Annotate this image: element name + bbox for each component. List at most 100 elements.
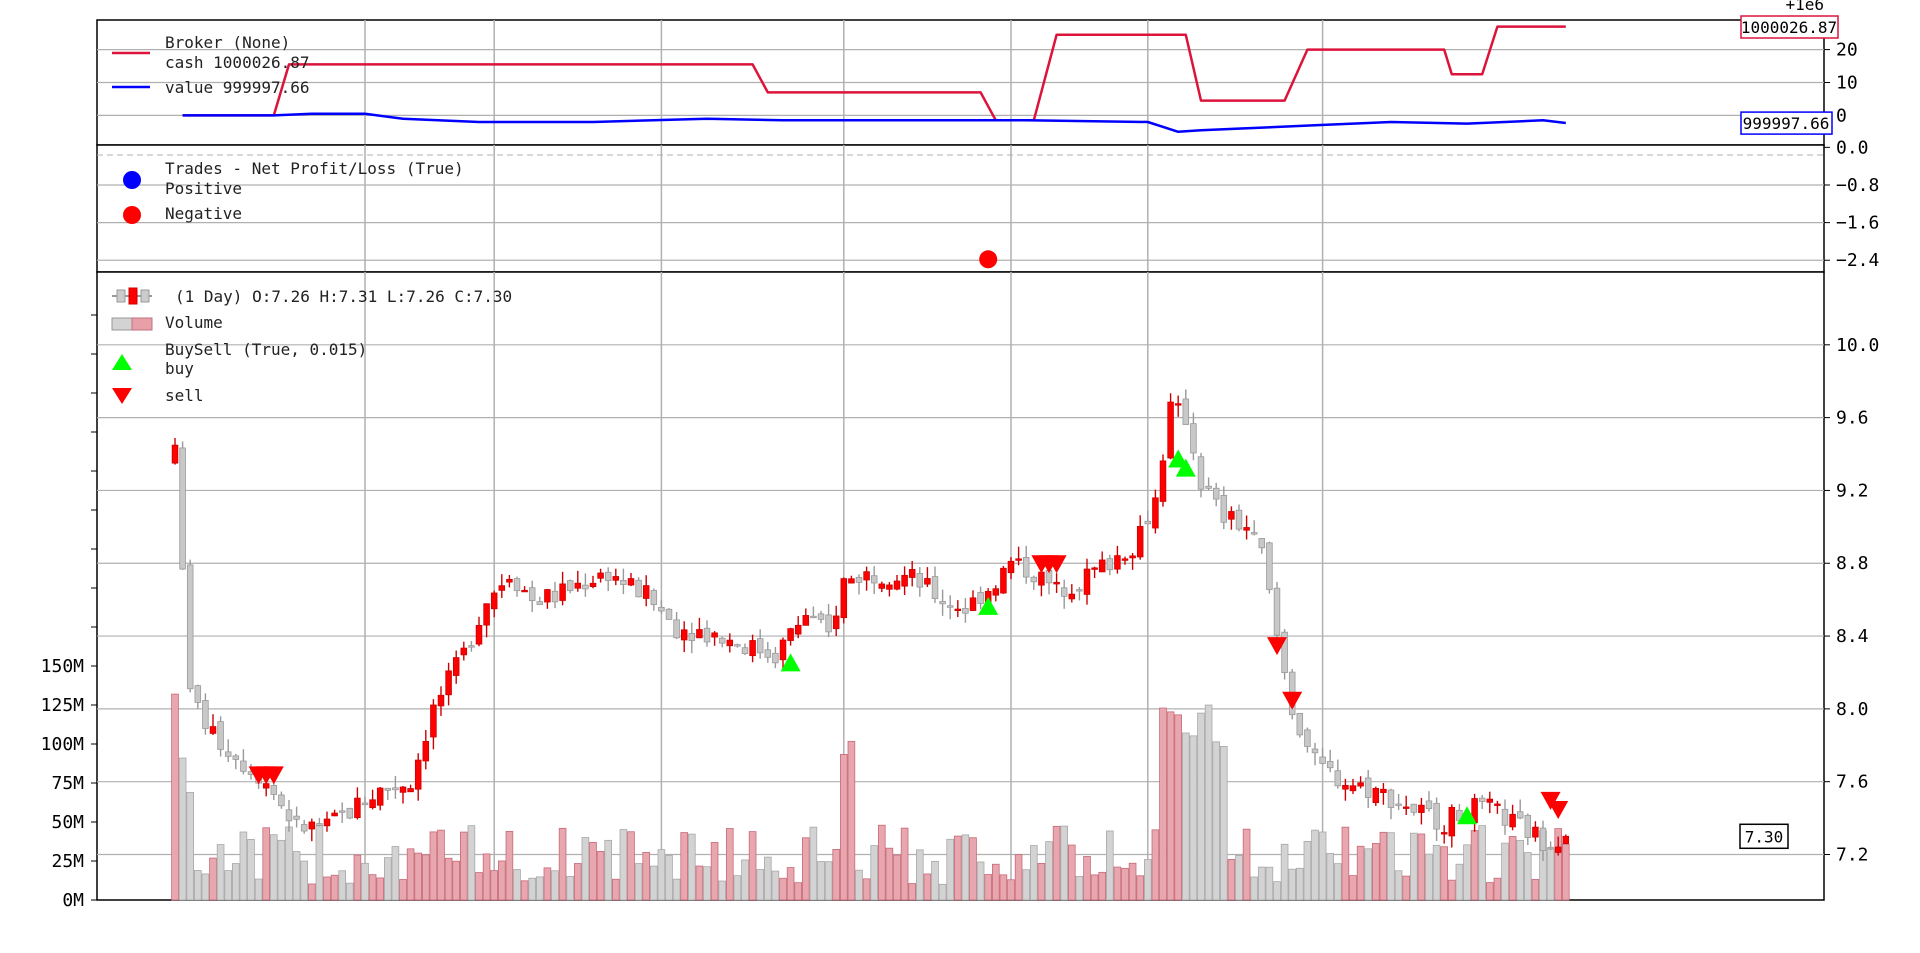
candle-body xyxy=(620,580,627,585)
volume-bar xyxy=(1531,878,1540,901)
volume-bar xyxy=(938,883,947,901)
candle-body xyxy=(931,576,939,600)
candle-body xyxy=(825,614,832,633)
trades-markers xyxy=(979,250,998,269)
candle-body xyxy=(1486,798,1494,803)
volume-bar xyxy=(1288,868,1297,901)
volume-bar xyxy=(802,837,810,901)
volume-bar xyxy=(1379,831,1388,901)
candle-body xyxy=(726,639,734,647)
volume-bar xyxy=(817,861,825,901)
candle-body xyxy=(627,578,635,586)
volume-bar xyxy=(300,860,308,901)
candle-body xyxy=(711,632,718,638)
candle-body xyxy=(346,807,354,819)
candle-body xyxy=(1334,770,1342,787)
volume-bar xyxy=(1060,825,1069,901)
candle-body xyxy=(369,799,376,809)
volume-bar xyxy=(482,853,491,901)
volume-bar xyxy=(1075,876,1084,901)
candle-body xyxy=(1000,567,1007,594)
candle-body xyxy=(1410,803,1418,813)
candle-body xyxy=(1098,559,1106,573)
volume-bar xyxy=(262,827,270,901)
volume-bar xyxy=(1182,732,1190,901)
volume-bar xyxy=(1364,848,1373,901)
volume-bar xyxy=(1144,859,1152,901)
price-info-label: (1 Day) O:7.26 H:7.31 L:7.26 C:7.30 xyxy=(175,287,512,306)
broker-tick-label: 10 xyxy=(1836,73,1858,94)
volume-bar xyxy=(1486,882,1494,901)
candle-body xyxy=(1129,555,1136,559)
candle-body xyxy=(270,785,278,795)
candle-body xyxy=(1083,568,1091,595)
volume-bar xyxy=(741,859,749,901)
cash-legend-label: cash 1000026.87 xyxy=(165,53,310,72)
volume-bar xyxy=(1258,866,1266,901)
volume-bar xyxy=(1037,862,1046,901)
volume-bar xyxy=(832,849,840,901)
broker-series xyxy=(182,25,1566,134)
candle-body xyxy=(1501,808,1509,826)
volume-bar xyxy=(946,838,954,901)
sell-signal-marker xyxy=(263,766,284,785)
candle-body xyxy=(186,564,194,690)
value-last-value-tag: 999997.66 xyxy=(1740,111,1833,135)
volume-bar xyxy=(1106,830,1114,901)
candle-body xyxy=(962,608,969,614)
volume-bar xyxy=(528,877,536,901)
volume-bar xyxy=(999,874,1008,901)
volume-bar xyxy=(1303,841,1312,901)
candle-body xyxy=(878,583,886,589)
candle-body xyxy=(977,592,984,604)
broker-legend-title: Broker (None) xyxy=(165,33,290,52)
candle-body xyxy=(969,597,977,611)
volume-bar xyxy=(292,851,301,901)
volume-bar xyxy=(1212,741,1221,901)
candle-body xyxy=(1372,788,1380,804)
candle-body xyxy=(855,577,863,583)
volume-bars xyxy=(171,693,1570,901)
candle-body xyxy=(810,615,817,619)
candle-body xyxy=(407,788,414,793)
candle-body xyxy=(232,755,240,760)
candle-body xyxy=(278,794,285,807)
candle-body xyxy=(445,670,452,696)
candle-body xyxy=(893,580,901,590)
candle-body xyxy=(635,579,642,598)
volume-bar xyxy=(543,867,552,901)
cash-tag-text: 1000026.87 xyxy=(1741,18,1837,37)
candle-body xyxy=(718,637,726,644)
volume-bar xyxy=(1417,833,1426,901)
volume-bar xyxy=(1166,711,1175,901)
volume-bar xyxy=(1562,843,1570,901)
candle-body xyxy=(696,629,703,639)
candle-body xyxy=(1364,777,1372,798)
sell-signal-marker xyxy=(1282,691,1303,710)
volume-bar xyxy=(1478,825,1487,901)
volume-bar xyxy=(383,857,392,901)
volume-bar xyxy=(1280,843,1289,901)
volume-bar xyxy=(657,849,666,901)
candle-body xyxy=(1494,803,1501,806)
candle-body xyxy=(1091,567,1098,570)
trades-legend: Trades - Net Profit/Loss (True) Positive… xyxy=(123,159,464,224)
volume-bar xyxy=(201,873,210,901)
volume-bar xyxy=(452,860,460,901)
candle-body xyxy=(954,608,962,611)
candle-body xyxy=(992,588,1000,596)
candle-body xyxy=(1144,520,1152,525)
volume-bar xyxy=(1554,828,1563,901)
candle-body xyxy=(1212,487,1220,500)
price-tick-label: 8.4 xyxy=(1836,626,1869,647)
candle-body xyxy=(764,649,772,658)
buy-signal-marker xyxy=(1168,449,1189,468)
volume-bar xyxy=(650,865,658,901)
buysell-legend-title: BuySell (True, 0.015) xyxy=(165,340,367,359)
value-legend-label: value 999997.66 xyxy=(165,78,310,97)
trades-panel-frame xyxy=(96,144,1825,273)
candle-body xyxy=(1448,806,1456,837)
candle-body xyxy=(1539,827,1547,851)
candle-body xyxy=(772,652,779,664)
